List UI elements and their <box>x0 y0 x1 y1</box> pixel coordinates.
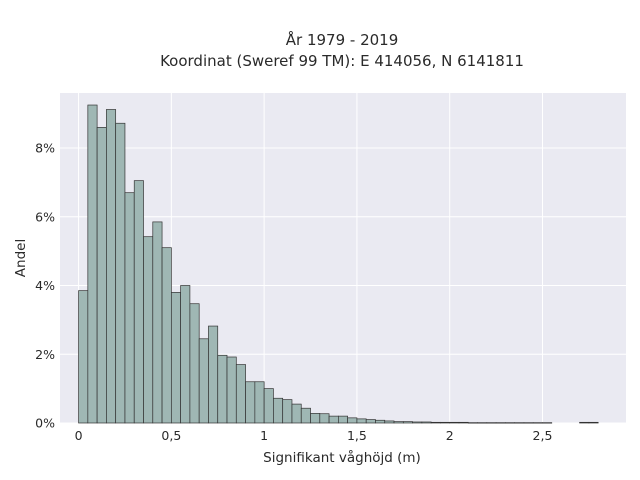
histogram-bar <box>347 417 358 424</box>
histogram-bar <box>328 415 339 424</box>
y-tick-label: 0% <box>35 416 55 431</box>
histogram-bar <box>393 421 404 424</box>
histogram-bar <box>263 388 274 424</box>
histogram-bar <box>198 338 209 424</box>
histogram-bar <box>245 381 256 424</box>
x-tick-label: 2,5 <box>533 428 553 443</box>
histogram-bar <box>402 421 413 424</box>
histogram-bar <box>106 109 117 424</box>
histogram-bar <box>449 421 460 424</box>
x-tick-label: 1 <box>260 428 268 443</box>
histogram-bar <box>412 421 423 424</box>
y-tick-label: 2% <box>35 347 55 362</box>
histogram-bar <box>115 122 126 424</box>
histogram-bar <box>208 325 219 424</box>
histogram-bar <box>319 413 330 424</box>
histogram-bar <box>523 422 534 424</box>
histogram-bar <box>273 397 284 424</box>
histogram-bar <box>282 399 293 424</box>
histogram-bar <box>458 421 469 424</box>
histogram-bar <box>300 407 311 424</box>
y-tick-label: 6% <box>35 209 55 224</box>
histogram-bar <box>384 420 395 424</box>
histogram-bar <box>291 403 302 424</box>
histogram-bar <box>189 303 200 424</box>
histogram-bar <box>170 292 181 424</box>
histogram-bar <box>143 236 154 424</box>
y-tick-label: 4% <box>35 278 55 293</box>
histogram-bar <box>124 192 135 424</box>
histogram-bar <box>542 422 553 424</box>
histogram-bar <box>96 127 107 424</box>
histogram-bar <box>514 422 525 424</box>
histogram-bar <box>152 221 163 424</box>
x-tick-label: 2 <box>446 428 454 443</box>
histogram-bar <box>467 422 478 424</box>
x-axis-ticks: 0 0,5 1 1,5 2 2,5 <box>75 428 553 443</box>
histogram-bar <box>217 354 228 424</box>
histogram-bar <box>579 421 590 424</box>
histogram-bar <box>133 180 144 424</box>
histogram-bars <box>78 104 599 424</box>
histogram-bar <box>356 418 367 424</box>
x-tick-label: 1,5 <box>347 428 367 443</box>
histogram-bar <box>338 415 348 424</box>
histogram-bar <box>365 419 376 424</box>
histogram-bar <box>254 381 265 424</box>
histogram-bar <box>161 247 172 424</box>
y-axis-ticks: 0% 2% 4% 6% 8% <box>35 141 55 431</box>
histogram-bar <box>310 413 321 424</box>
histogram-bar <box>226 356 237 424</box>
y-tick-label: 8% <box>35 141 55 156</box>
histogram-bar <box>430 421 441 424</box>
histogram-bar <box>421 421 432 424</box>
histogram-bar <box>78 290 89 424</box>
histogram-bar <box>477 422 488 424</box>
histogram-bar <box>235 364 246 424</box>
x-tick-label: 0 <box>75 428 83 443</box>
histogram-bar <box>495 422 506 424</box>
histogram-bar <box>532 422 543 424</box>
x-tick-label: 0,5 <box>161 428 181 443</box>
histogram-bar <box>375 419 386 424</box>
chart-title-line-2: Koordinat (Sweref 99 TM): E 414056, N 61… <box>160 52 524 70</box>
histogram-bar <box>588 421 599 424</box>
chart-title-line-1: År 1979 - 2019 <box>286 30 399 49</box>
histogram-bar <box>87 104 98 424</box>
x-axis-label: Signifikant våghöjd (m) <box>263 449 421 466</box>
y-axis-label: Andel <box>13 239 29 277</box>
histogram-bar <box>180 285 191 424</box>
histogram-bar <box>505 422 516 424</box>
histogram-bar <box>440 421 451 424</box>
histogram-bar <box>486 422 497 424</box>
